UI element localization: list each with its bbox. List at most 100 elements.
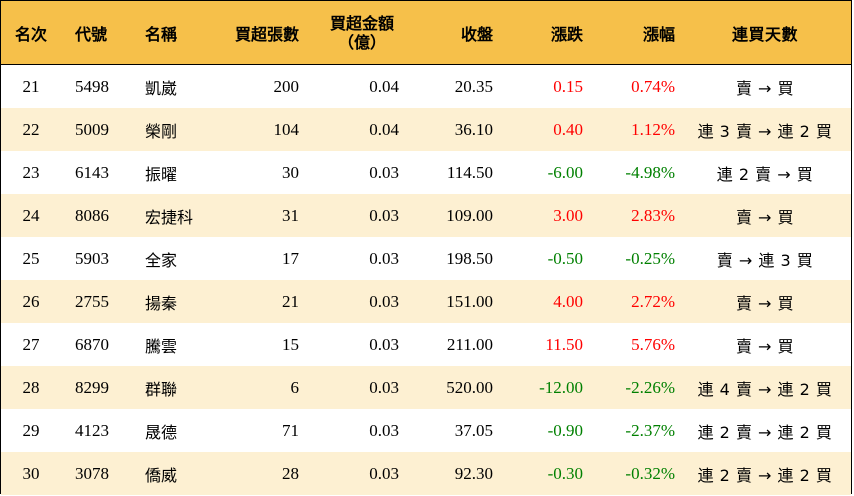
cell-amount: 0.03	[369, 377, 399, 397]
cell-days: 賣 → 買	[735, 207, 795, 227]
cell-rank: 22	[22, 119, 40, 139]
header-change: 漲跌	[550, 24, 583, 44]
cell-volume: 17	[282, 248, 299, 268]
cell-rank: 24	[22, 205, 40, 225]
cell-code: 4123	[75, 420, 109, 440]
cell-days: 賣 → 買	[735, 78, 795, 98]
cell-code: 6143	[75, 162, 109, 182]
cell-rank: 25	[22, 248, 40, 268]
cell-days: 賣 → 連 3 買	[716, 250, 814, 270]
cell-close: 36.10	[454, 119, 493, 139]
table-row: 21 5498 凱崴 200 0.04 20.35 0.15 0.74% 賣 → 買	[1, 65, 851, 108]
header-amount: 買超金額 （億）	[303, 1, 403, 64]
header-amount-line1: 買超金額	[329, 13, 394, 33]
cell-change: -12.00	[539, 377, 583, 397]
cell-rank: 30	[22, 463, 40, 483]
cell-days: 連 2 賣 → 連 2 買	[697, 422, 833, 442]
table-row: 24 8086 宏捷科 31 0.03 109.00 3.00 2.83% 賣 → 買	[1, 194, 851, 237]
cell-change: 0.15	[553, 76, 583, 96]
header-pct: 漲幅	[642, 24, 675, 44]
table-row: 29 4123 晟德 71 0.03 37.05 -0.90 -2.37% 連 2 賣 → 連 …	[1, 409, 851, 452]
cell-name: 凱崴	[145, 78, 178, 98]
cell-close: 109.00	[446, 205, 493, 225]
cell-name: 振曜	[145, 164, 178, 184]
header-days: 連買天數	[731, 24, 798, 44]
cell-pct: -0.32%	[625, 463, 675, 483]
cell-amount: 0.03	[369, 291, 399, 311]
cell-close: 20.35	[454, 76, 493, 96]
cell-name: 晟德	[145, 422, 178, 442]
cell-pct: 5.76%	[631, 334, 675, 354]
cell-change: -6.00	[547, 162, 583, 182]
header-amount-line2: （億）	[337, 32, 386, 52]
cell-pct: 1.12%	[631, 119, 675, 139]
cell-volume: 28	[282, 463, 299, 483]
cell-days: 賣 → 買	[735, 336, 795, 356]
cell-name: 群聯	[145, 379, 178, 399]
cell-amount: 0.03	[369, 463, 399, 483]
cell-volume: 71	[282, 420, 299, 440]
cell-amount: 0.03	[369, 420, 399, 440]
cell-rank: 29	[22, 420, 40, 440]
cell-amount: 0.03	[369, 162, 399, 182]
cell-change: 3.00	[553, 205, 583, 225]
cell-rank: 28	[22, 377, 40, 397]
cell-days: 連 3 賣 → 連 2 買	[697, 121, 833, 141]
cell-volume: 30	[282, 162, 299, 182]
cell-code: 2755	[75, 291, 109, 311]
cell-rank: 26	[22, 291, 40, 311]
cell-code: 3078	[75, 463, 109, 483]
cell-name: 宏捷科	[145, 207, 194, 227]
cell-days: 連 2 賣 → 連 2 買	[697, 465, 833, 485]
cell-change: 0.40	[553, 119, 583, 139]
cell-volume: 21	[282, 291, 299, 311]
cell-rank: 21	[22, 76, 40, 96]
cell-name: 僑威	[145, 465, 178, 485]
cell-close: 198.50	[446, 248, 493, 268]
cell-change: -0.30	[547, 463, 583, 483]
cell-volume: 15	[282, 334, 299, 354]
cell-amount: 0.03	[369, 248, 399, 268]
cell-close: 114.50	[446, 162, 493, 182]
cell-pct: 2.83%	[631, 205, 675, 225]
cell-close: 92.30	[454, 463, 493, 483]
cell-code: 5009	[75, 119, 109, 139]
cell-pct: 2.72%	[631, 291, 675, 311]
header-volume: 買超張數	[234, 24, 299, 44]
cell-amount: 0.04	[369, 76, 399, 96]
cell-days: 連 4 賣 → 連 2 買	[697, 379, 833, 399]
cell-close: 151.00	[446, 291, 493, 311]
table-row: 25 5903 全家 17 0.03 198.50 -0.50 -0.25% 賣 → 連 3 買	[1, 237, 851, 280]
cell-pct: -4.98%	[625, 162, 675, 182]
cell-rank: 23	[22, 162, 40, 182]
cell-name: 榮剛	[145, 121, 178, 141]
cell-code: 6870	[75, 334, 109, 354]
table-header: 名次 代號 名稱 買超張數 買超金額 （億） 收盤 漲跌 漲幅 連買天數	[1, 1, 851, 65]
cell-volume: 6	[290, 377, 300, 397]
header-code: 代號	[75, 24, 108, 44]
cell-amount: 0.04	[369, 119, 399, 139]
table-row: 22 5009 榮剛 104 0.04 36.10 0.40 1.12% 連 3 賣 → 連 2…	[1, 108, 851, 151]
table-row: 23 6143 振曜 30 0.03 114.50 -6.00 -4.98% 連 2 賣 → 買	[1, 151, 851, 194]
table-body: 21 5498 凱崴 200 0.04 20.35 0.15 0.74% 賣 → 買 22 5009…	[1, 65, 851, 495]
cell-pct: 0.74%	[631, 76, 675, 96]
cell-name: 揚秦	[145, 293, 178, 313]
cell-amount: 0.03	[369, 205, 399, 225]
cell-change: -0.50	[547, 248, 583, 268]
cell-code: 5903	[75, 248, 109, 268]
cell-code: 5498	[75, 76, 109, 96]
cell-volume: 31	[282, 205, 299, 225]
table-row: 27 6870 騰雲 15 0.03 211.00 11.50 5.76% 賣 → 買	[1, 323, 851, 366]
cell-change: -0.90	[547, 420, 583, 440]
cell-name: 騰雲	[145, 336, 178, 356]
table-row: 30 3078 僑威 28 0.03 92.30 -0.30 -0.32% 連 2 賣 → 連 …	[1, 452, 851, 495]
cell-days: 賣 → 買	[735, 293, 795, 313]
table-row: 26 2755 揚秦 21 0.03 151.00 4.00 2.72% 賣 → 買	[1, 280, 851, 323]
cell-code: 8086	[75, 205, 109, 225]
cell-pct: -2.26%	[625, 377, 675, 397]
header-close: 收盤	[460, 24, 493, 44]
cell-amount: 0.03	[369, 334, 399, 354]
cell-close: 211.00	[446, 334, 493, 354]
cell-pct: -2.37%	[625, 420, 675, 440]
cell-name: 全家	[145, 250, 178, 270]
